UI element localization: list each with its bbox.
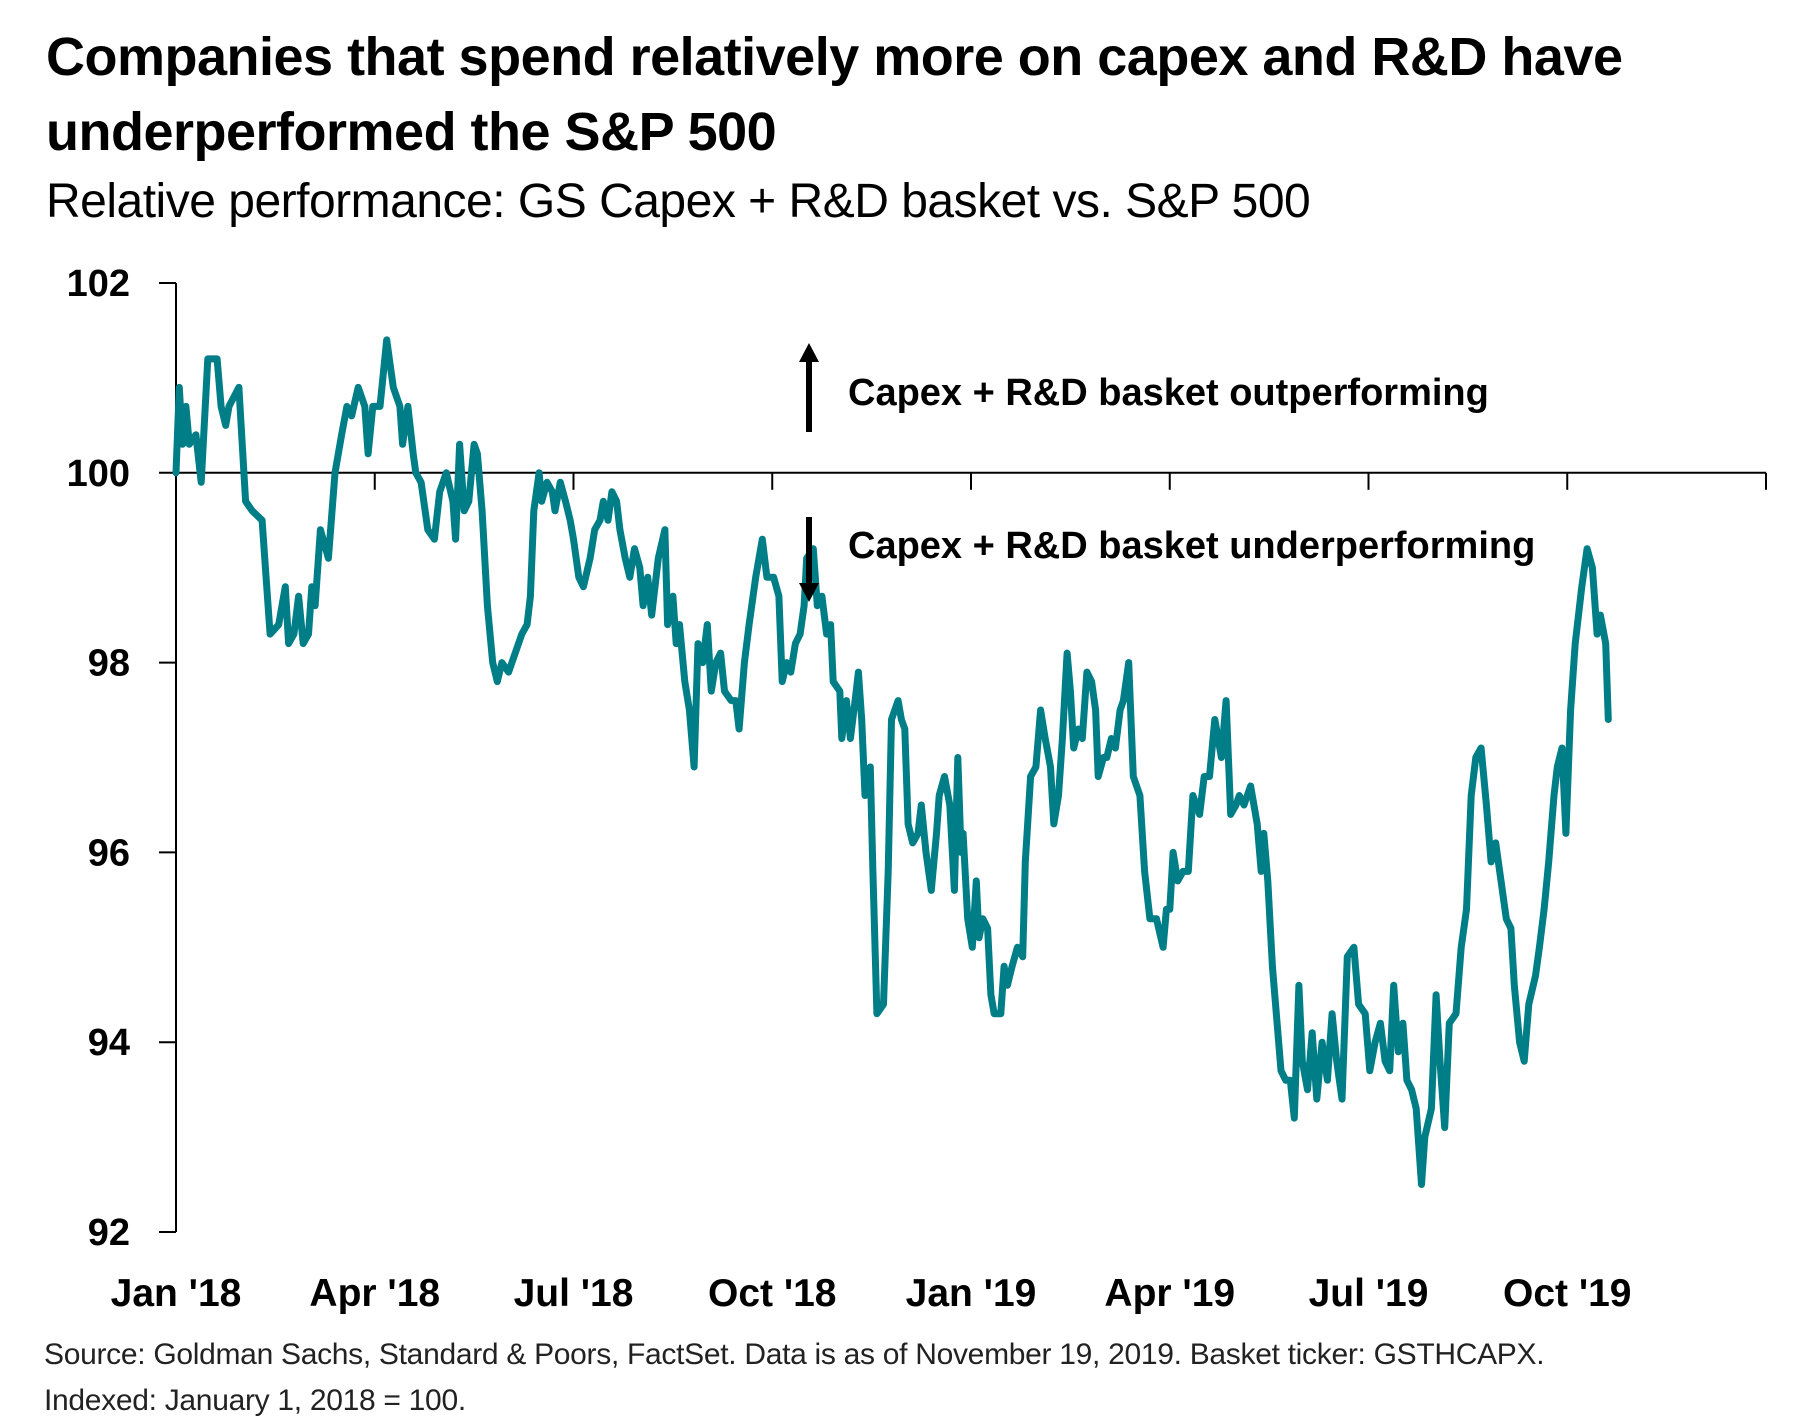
annotation-underperforming: Capex + R&D basket underperforming [848,525,1535,567]
chart-marks [172,336,1612,1188]
y-tick-label: 94 [88,1022,130,1064]
down-arrow-icon [799,517,819,602]
up-arrow-icon [799,343,819,432]
annotation-outperforming: Capex + R&D basket outperforming [848,372,1489,414]
x-tick-label: Jul '19 [1309,1272,1429,1315]
y-tick-label: 98 [88,643,130,685]
source-line: Indexed: January 1, 2018 = 100. [44,1384,466,1417]
annotations: Capex + R&D basket outperforming Capex +… [799,343,1535,602]
x-tick-label: Apr '19 [1104,1272,1235,1315]
x-tick-label: Jul '18 [514,1272,634,1315]
series-line [172,336,1612,1188]
x-tick-label: Oct '18 [708,1272,837,1315]
chart-title: Companies that spend relatively more on … [46,27,1623,162]
y-tick-label: 96 [88,832,130,874]
y-tick-label: 100 [67,453,130,495]
source-line: Source: Goldman Sachs, Standard & Poors,… [44,1338,1545,1371]
axes: 92 94 96 98 100 102 Jan '18 Apr '18 Jul '18 Oct '… [67,263,1767,1315]
x-tick-label: Oct '19 [1503,1272,1632,1315]
chart-subtitle: Relative performance: GS Capex + R&D bas… [46,175,1311,228]
y-tick-label: 92 [88,1212,130,1254]
x-tick-label: Apr '18 [309,1272,440,1315]
x-tick-label: Jan '19 [906,1272,1037,1315]
y-tick-label: 102 [67,263,130,305]
x-tick-label: Jan '18 [111,1272,242,1315]
source-note: Source: Goldman Sachs, Standard & Poors,… [44,1332,1545,1424]
